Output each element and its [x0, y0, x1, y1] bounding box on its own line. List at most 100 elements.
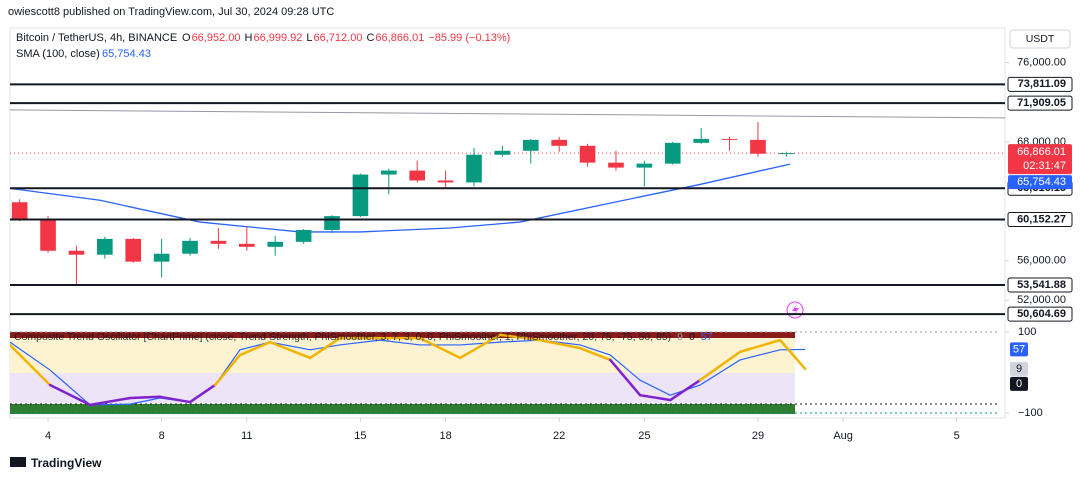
last-price-tag: [1008, 144, 1072, 175]
trendline: [10, 109, 1005, 119]
osc-tag-label: 57: [1013, 343, 1025, 355]
level-label: 73,811.09: [1018, 78, 1066, 90]
osc-tag-label: 9: [1016, 363, 1022, 375]
candle-body: [239, 243, 255, 247]
ohlc-key: C: [366, 32, 374, 44]
signal-segment: [778, 338, 807, 371]
candle-body: [636, 163, 653, 168]
sma-value: 65,754.43: [102, 48, 151, 60]
candle-body: [267, 241, 284, 247]
candle-body: [778, 153, 795, 155]
signal-segment: [213, 353, 242, 387]
candle-body: [182, 240, 198, 254]
candle-body: [437, 180, 454, 183]
candle-body: [210, 240, 227, 244]
ohlc-value: 66,952.00: [192, 32, 241, 44]
x-tick-label: 18: [439, 430, 451, 442]
candle-body: [522, 139, 539, 151]
x-tick-label: Aug: [833, 430, 853, 442]
level-tag: [1007, 76, 1073, 92]
osc-title-value: 57: [701, 331, 713, 343]
candle-body: [551, 139, 567, 146]
signal-segment: [48, 383, 92, 407]
change: −85.99 (−0.13%): [428, 32, 510, 44]
x-tick-label: 11: [241, 430, 252, 442]
candle-body: [380, 170, 397, 175]
ohlc-key: L: [306, 32, 312, 44]
y-tick-label: 56,000.00: [1017, 255, 1066, 267]
signal-segment: [538, 338, 582, 350]
candle-body: [68, 250, 85, 255]
candle-body: [153, 253, 170, 262]
candle-body: [664, 142, 681, 164]
level-tag: [1007, 95, 1073, 111]
candle-body: [97, 238, 113, 255]
sma-line: [10, 163, 791, 233]
x-tick-label: 8: [159, 430, 165, 442]
level-tag: [1007, 277, 1073, 293]
symbol: Bitcoin / TetherUS, 4h, BINANCE: [16, 32, 177, 44]
y-tick-label: 76,000.00: [1017, 57, 1066, 69]
x-tick-label: 5: [954, 430, 960, 442]
candle-body: [608, 162, 624, 168]
signal-segment: [498, 333, 542, 342]
level-label: 50,604.69: [1017, 308, 1066, 320]
candle-body: [352, 174, 369, 217]
x-tick-label: 4: [45, 430, 51, 442]
trend-line: [10, 339, 806, 406]
osc-title: Composite Trend Oscillator [ChartPrime] …: [14, 331, 671, 343]
candle-body: [721, 138, 738, 140]
signal-segment: [238, 340, 272, 357]
signal-segment: [158, 395, 192, 404]
ohlc-value: 66,712.00: [314, 32, 363, 44]
sma-name: SMA (100, close): [16, 48, 100, 60]
alert-bolt: [792, 304, 799, 316]
candle-body: [125, 238, 142, 262]
signal-segment: [738, 338, 782, 354]
candle-body: [750, 139, 766, 154]
currency[interactable]: USDT: [1026, 33, 1055, 45]
signal-segment: [88, 396, 132, 407]
candle-body: [324, 216, 340, 230]
signal-segment: [308, 336, 342, 360]
signal-segment: [128, 395, 162, 400]
osc-tag: [1010, 376, 1028, 391]
y-tick-label: 52,000.00: [1017, 294, 1066, 306]
signal-segment: [668, 378, 702, 402]
osc-tag: [1010, 342, 1028, 357]
candle-body: [11, 202, 28, 220]
signal-segment: [609, 358, 642, 397]
ohlc-key: O: [182, 32, 191, 44]
signal-segment: [418, 336, 462, 360]
osc-top-band: [10, 332, 795, 338]
level-tag: [1007, 306, 1073, 322]
x-tick-label: 25: [638, 430, 650, 442]
osc-tag-label: 0: [1016, 378, 1022, 390]
last-price-label: 66,866.01: [1017, 146, 1066, 158]
signal-segment: [268, 340, 312, 360]
countdown: 02:31:47: [1023, 160, 1066, 172]
sma-tag: [1008, 175, 1072, 190]
pane-border: [9, 27, 1006, 419]
currency-box[interactable]: [1009, 29, 1071, 49]
osc-y-tick-label: 100: [1018, 326, 1036, 338]
logo-mark: [10, 457, 26, 467]
brand: TradingView: [31, 456, 102, 470]
candle-body: [466, 154, 482, 183]
ohlc-value: 66,866.01: [375, 32, 424, 44]
signal-segment: [188, 383, 217, 404]
publisher: owiescott8 published on TradingView.com,…: [8, 6, 334, 18]
candle-body: [409, 170, 426, 181]
osc-y-tick-label: −100: [1018, 407, 1043, 419]
osc-upper-zone: [10, 338, 795, 373]
x-tick-label: 22: [553, 430, 565, 442]
ohlc-value: 66,999.92: [253, 32, 302, 44]
x-tick-label: 29: [752, 430, 764, 442]
osc-title-value: 9: [677, 331, 683, 343]
level-label: 71,909.05: [1017, 97, 1066, 109]
signal-segment: [458, 333, 502, 360]
level-tag: [1007, 212, 1073, 228]
osc-bottom-band: [10, 404, 795, 414]
osc-title-value: 0: [689, 331, 695, 343]
